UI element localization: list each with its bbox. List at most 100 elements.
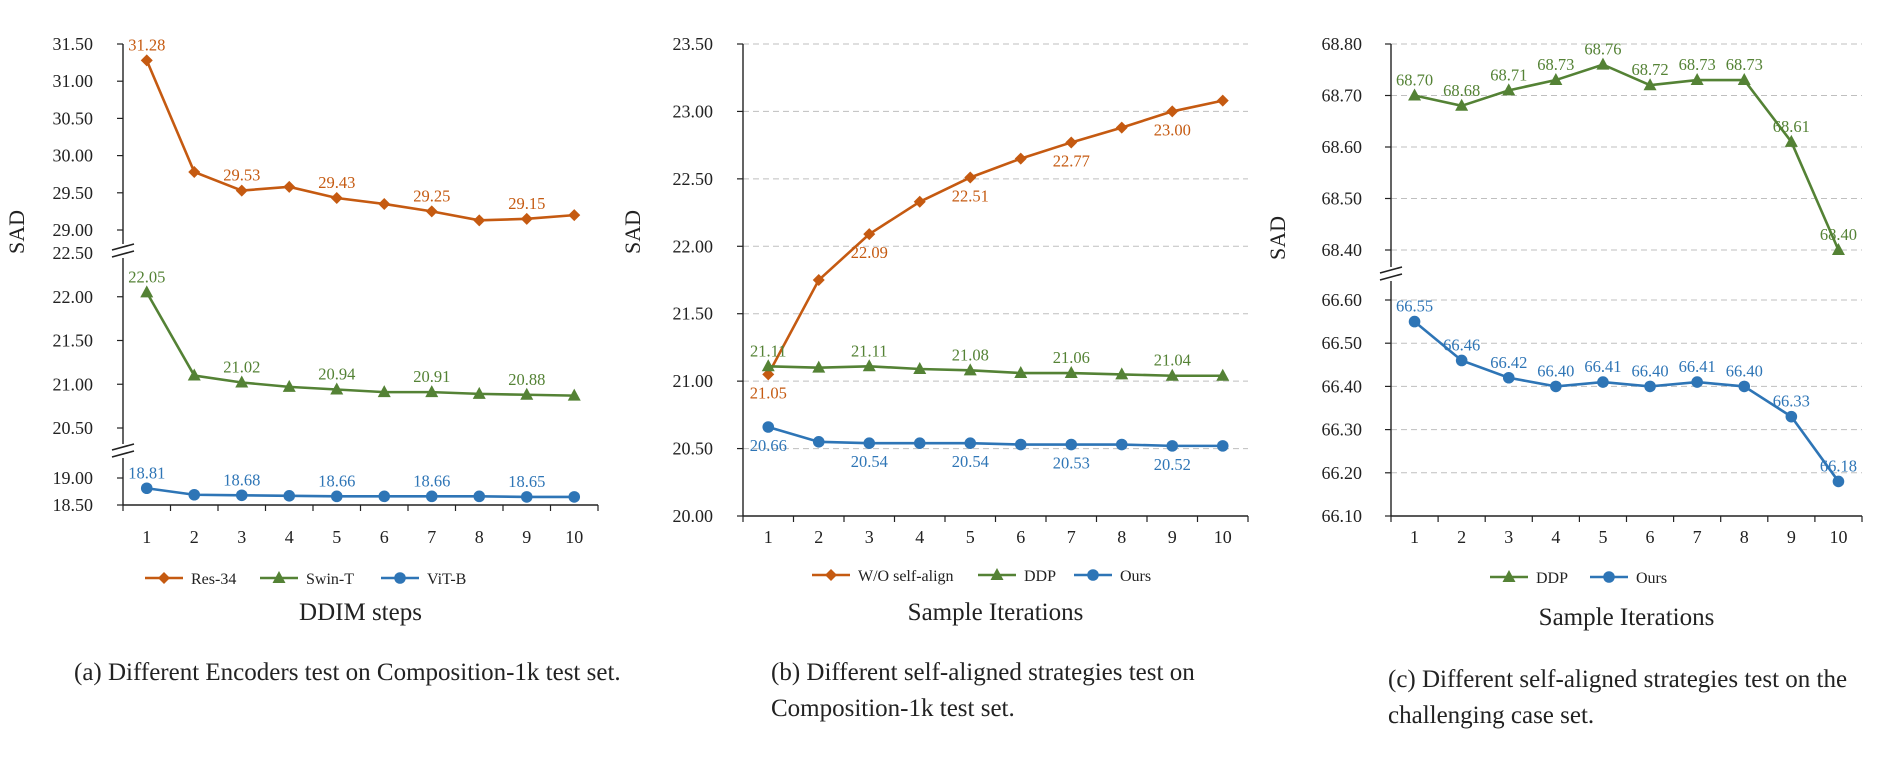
- data-label: 18.66: [318, 471, 355, 490]
- data-point: [862, 359, 876, 372]
- caption-c: (c) Different self-aligned strategies te…: [1388, 666, 1848, 729]
- y-tick-label: 68.50: [1322, 189, 1363, 209]
- data-label: 23.00: [1154, 120, 1191, 139]
- legend-item: Ours: [1074, 568, 1151, 585]
- series-line: [146, 486, 575, 499]
- data-point: [187, 368, 201, 381]
- x-tick-label: 7: [427, 527, 436, 547]
- data-point: [1064, 366, 1078, 379]
- x-tick-label: 4: [1551, 527, 1560, 547]
- data-point: [1737, 73, 1751, 86]
- series-line: [145, 59, 575, 222]
- data-point: [1166, 440, 1179, 452]
- x-tick-label: 1: [142, 527, 151, 547]
- data-point: [283, 490, 296, 502]
- x-axis-title: Sample Iterations: [908, 599, 1084, 626]
- data-point: [1831, 243, 1845, 255]
- data-point: [235, 375, 249, 388]
- y-tick-label: 68.40: [1322, 240, 1363, 260]
- axis-break-icon: [111, 243, 135, 258]
- x-tick-label: 5: [1598, 527, 1607, 547]
- data-label: 18.66: [413, 471, 450, 490]
- y-tick-label: 66.30: [1322, 420, 1363, 440]
- data-label: 68.68: [1443, 81, 1480, 100]
- series-ddp: 21.11 21.11 21.08 21.06 21.04: [750, 341, 1230, 381]
- data-label: 66.42: [1490, 353, 1527, 372]
- data-label: 22.77: [1053, 151, 1090, 170]
- caption-b: (b) Different self-aligned strategies te…: [771, 659, 1195, 722]
- data-label: 21.05: [750, 383, 787, 402]
- axis-break-line: [111, 443, 135, 451]
- series-swin-t: 22.05 21.02 20.94 20.91 20.88: [128, 267, 581, 401]
- data-point: [1216, 94, 1229, 107]
- data-point: [964, 171, 977, 184]
- legend-label: Swin-T: [306, 571, 354, 588]
- y-axis-title: SAD: [4, 210, 29, 254]
- data-point: [330, 192, 343, 205]
- legend-item: Res-34: [145, 571, 236, 588]
- data-label: 66.55: [1396, 297, 1433, 316]
- data-label: 31.28: [128, 35, 165, 54]
- y-tick-label: 20.00: [673, 506, 714, 526]
- legend-item: DDP: [1490, 570, 1568, 587]
- legend-label: Res-34: [191, 571, 236, 588]
- legend-marker: [1087, 569, 1099, 581]
- y-tick-label: 21.50: [673, 304, 714, 324]
- legend-label: Ours: [1636, 570, 1667, 587]
- legend-label: ViT-B: [427, 571, 466, 588]
- data-point: [964, 437, 977, 449]
- data-label: 68.70: [1396, 71, 1433, 90]
- x-tick-label: 6: [1646, 527, 1655, 547]
- data-label: 68.61: [1773, 117, 1810, 136]
- data-point: [1115, 367, 1129, 380]
- data-point: [567, 388, 581, 401]
- legend-item: ViT-B: [381, 571, 466, 588]
- data-point: [1014, 152, 1027, 165]
- y-tick-label: 21.00: [673, 371, 714, 391]
- legend-marker: [394, 572, 406, 584]
- data-point: [568, 209, 581, 222]
- y-tick-label: 66.50: [1322, 333, 1363, 353]
- data-point: [863, 437, 876, 449]
- legend-label: DDP: [1536, 570, 1568, 587]
- x-tick-label: 1: [1410, 527, 1419, 547]
- x-tick-label: 10: [1829, 527, 1847, 547]
- series-line: [145, 291, 575, 397]
- y-tick-label: 23.00: [673, 101, 714, 121]
- axis-break-line: [111, 250, 135, 258]
- x-tick-label: 2: [814, 527, 823, 547]
- y-tick-label: 29.00: [53, 220, 94, 240]
- x-tick-label: 3: [865, 527, 874, 547]
- data-point: [1166, 105, 1179, 118]
- y-tick-label: 31.50: [53, 34, 94, 54]
- data-label: 68.40: [1820, 225, 1857, 244]
- data-point: [330, 490, 343, 503]
- data-label: 21.04: [1154, 351, 1191, 370]
- data-point: [330, 382, 344, 395]
- data-label: 20.66: [750, 436, 787, 455]
- data-label: 66.40: [1537, 361, 1574, 380]
- y-tick-label: 21.00: [53, 374, 94, 394]
- y-tick-label: 30.00: [53, 146, 94, 166]
- legend-item: Swin-T: [260, 571, 354, 588]
- legend-item: Ours: [1590, 570, 1667, 587]
- x-tick-label: 8: [1740, 527, 1749, 547]
- y-tick-label: 29.50: [53, 183, 94, 203]
- x-tick-label: 9: [1168, 527, 1177, 547]
- series-line: [767, 99, 1224, 376]
- series-line: [1414, 63, 1840, 251]
- data-point: [235, 489, 248, 502]
- data-point: [425, 490, 438, 503]
- data-label: 22.05: [128, 267, 165, 286]
- x-tick-label: 3: [237, 527, 246, 547]
- series-vit-b: 18.81 18.68 18.66 18.66 18.65: [128, 463, 581, 503]
- data-point: [1549, 73, 1563, 86]
- data-label: 21.11: [750, 341, 787, 360]
- axis-break-gap: [112, 444, 134, 458]
- data-label: 68.73: [1726, 55, 1763, 74]
- series-res-34: 31.28 29.53 29.43 29.25 29.15: [128, 35, 581, 227]
- axis-break-line: [1379, 266, 1403, 274]
- data-label: 68.73: [1679, 55, 1716, 74]
- x-tick-label: 10: [1214, 527, 1232, 547]
